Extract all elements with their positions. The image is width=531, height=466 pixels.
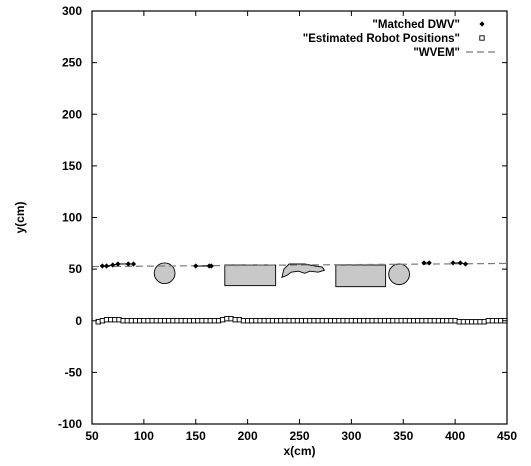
dwv-point	[421, 260, 427, 266]
y-tick-label: 50	[69, 262, 83, 276]
dwv-point	[462, 261, 469, 267]
dwv-point	[103, 263, 110, 269]
dwv-point	[110, 262, 116, 268]
x-tick-label: 250	[289, 429, 309, 443]
x-tick-label: 100	[134, 429, 154, 443]
obstacle-blob	[281, 263, 326, 279]
y-tick-label: 250	[62, 56, 82, 70]
y-tick-label: 300	[62, 4, 82, 18]
y-tick-label: 200	[62, 107, 82, 121]
x-tick-label: 450	[497, 429, 517, 443]
plot-frame	[91, 10, 508, 425]
dwv-point	[450, 260, 456, 266]
y-tick-label: 100	[62, 211, 82, 225]
dwv-point	[99, 263, 105, 269]
x-tick-label: 300	[341, 429, 361, 443]
wvem-line	[91, 262, 508, 268]
x-tick-label: 350	[393, 429, 413, 443]
series-layer	[91, 260, 508, 325]
dwv-point	[130, 261, 137, 267]
dwv-point	[208, 263, 214, 269]
y-tick-label: -100	[58, 417, 82, 431]
legend-diamond-marker	[479, 21, 485, 27]
dwv-point	[193, 263, 199, 269]
obstacles-layer	[153, 262, 410, 288]
y-tick-label: 0	[75, 314, 82, 328]
dwv-series	[99, 260, 469, 269]
legend: "Matched DWV" "Estimated Robot Positions"…	[303, 19, 499, 59]
y-axis-title: y(cm)	[13, 201, 27, 233]
obstacle-circle	[153, 262, 176, 285]
obstacle-rect	[224, 264, 277, 287]
legend-label: "WVEM"	[413, 47, 460, 59]
legend-label: "Matched DWV"	[372, 19, 460, 31]
dwv-point	[426, 260, 432, 266]
dwv-point	[457, 260, 463, 266]
legend-label: "Estimated Robot Positions"	[303, 33, 460, 45]
obstacle-circle	[388, 263, 410, 286]
x-tick-label: 200	[238, 429, 258, 443]
ticks-layer	[91, 10, 508, 425]
tick-labels-layer: 50 100 150 200 250 300 350 400 450 -100 -50 0 50 100 1…	[58, 4, 517, 443]
x-tick-label: 150	[186, 429, 206, 443]
x-tick-label: 400	[445, 429, 465, 443]
obstacle-rect	[335, 264, 387, 288]
x-tick-label: 50	[85, 429, 99, 443]
x-axis-title: x(cm)	[283, 444, 315, 458]
legend-square-marker	[479, 35, 485, 41]
y-tick-label: 150	[62, 159, 82, 173]
dwv-point	[115, 261, 121, 267]
y-tick-label: -50	[65, 365, 83, 379]
dwv-point	[125, 261, 131, 267]
